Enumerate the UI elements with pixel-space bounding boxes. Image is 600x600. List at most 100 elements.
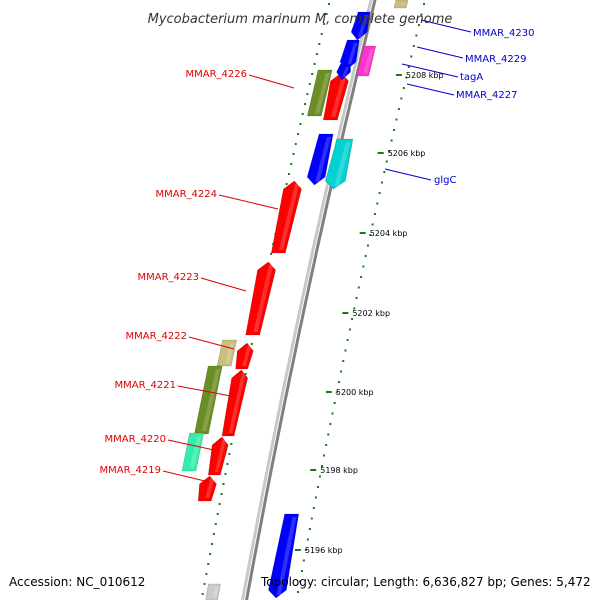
inner-ring-dot [335,391,338,394]
reverse-gene-label[interactable]: tagA [460,72,483,83]
forward-gene-label[interactable]: MMAR_4224 [156,189,218,200]
inner-ring-dot [314,496,317,499]
inner-ring-dot [376,202,379,205]
reverse-label-leader [384,168,432,181]
outer-ring-dot [301,113,304,115]
outer-ring-dot [207,563,210,565]
inner-ring-dot [397,108,400,110]
forward-label-leader [162,470,210,483]
outer-ring-dot [214,523,217,525]
inner-ring-dot [306,538,309,541]
olive-gene-block[interactable] [306,69,333,117]
tick-label: 5198 kbp [320,466,358,475]
outer-ring-dot [250,343,253,345]
tick-label: 5206 kbp [388,149,426,158]
khaki-gene-block[interactable] [393,0,409,9]
inner-ring-dot [342,360,345,362]
olive-gene-block[interactable] [194,365,223,435]
map-title: Mycobacterium marinum M, complete genome [148,12,453,27]
outer-ring-dot [313,63,316,65]
tick-marks: 5208 kbp 5206 kbp 5204 kbp 5202 kbp 5200 kbp… [294,71,444,555]
inner-ring-dot [366,244,369,247]
forward-gene-arrow[interactable] [197,475,217,502]
reverse-gene-arrow[interactable] [350,11,371,41]
tick-label: 5200 kbp [336,388,374,397]
inner-ring-dot [417,24,420,26]
forward-gene-label[interactable]: MMAR_4226 [186,69,248,80]
reverse-gene-arrow-shade [276,517,297,595]
outer-ring-dot [323,23,326,25]
reverse-gene-label[interactable]: MMAR_4229 [465,54,527,65]
grey-gene-block[interactable] [205,583,221,600]
tick-label: 5204 kbp [370,229,408,238]
outer-ring-dot [297,133,300,135]
inner-ring-dot [327,433,330,436]
reverse-gene-arrow[interactable] [336,63,351,81]
inner-ring-dot [302,559,305,562]
outer-ring-dot [209,553,212,555]
inner-ring-dot [415,34,418,37]
forward-gene-label[interactable]: MMAR_4223 [138,272,200,283]
forward-gene-label[interactable]: MMAR_4219 [100,465,162,476]
inner-ring-dot [346,339,349,341]
reverse-gene-label[interactable]: glgC [434,175,456,186]
outer-ring-dot [210,543,213,545]
outer-ring-dot [230,443,233,445]
inner-ring-dot [304,549,307,551]
outer-ring-dot [290,163,293,165]
label-leaders [162,19,472,483]
outer-ring-dot [292,153,295,155]
genome-backbone [245,0,377,600]
forward-label-leader [177,385,237,398]
outer-ring-dot [201,593,204,595]
reverse-gene-label[interactable]: MMAR_4227 [456,90,518,101]
forward-gene-arrow-shade [331,76,347,117]
magenta-gene-block[interactable] [356,45,377,77]
forward-gene-arrow[interactable] [207,436,229,476]
inner-ring-dot [410,55,413,58]
outer-ring-dot [318,43,321,45]
inner-ring-dot [395,118,398,121]
forward-gene-arrow[interactable] [245,261,276,336]
inner-ring-dot [325,444,328,446]
olive-gene-block-shade [202,369,221,431]
outer-ring-dot [315,53,318,55]
inner-dotted-ring [297,3,426,593]
olive-gene-block-shade [315,73,330,113]
inner-ring-dot [353,307,356,310]
outer-ring-dot [218,503,221,505]
inner-ring-dot [364,255,367,257]
forward-gene-label[interactable]: MMAR_4222 [126,331,188,342]
forward-gene-label[interactable]: MMAR_4221 [115,380,177,391]
forward-label-leader [200,277,247,292]
forward-gene-arrow[interactable] [322,72,349,121]
reverse-label-leader [416,46,464,59]
inner-ring-dot [360,276,363,278]
outer-ring-dot [222,483,225,485]
outer-ring-dot [320,33,323,35]
forward-gene-arrow[interactable] [235,342,254,370]
feature-labels: MMAR_4226 MMAR_4224 MMAR_4223 MMAR_4222 MMAR… [100,28,535,476]
khaki-gene-block[interactable] [216,339,237,367]
tick-label: 5202 kbp [352,309,390,318]
reverse-gene-arrow[interactable] [268,513,300,599]
forward-gene-label[interactable]: MMAR_4220 [105,434,167,445]
inner-ring-dot [390,139,393,142]
reverse-gene-arrow[interactable] [306,133,334,186]
topology-text: Topology: circular; Length: 6,636,827 bp… [260,575,591,589]
aqua-gene-block[interactable] [181,432,204,472]
outer-ring-dot [226,463,229,465]
forward-gene-arrow[interactable] [270,180,302,254]
reverse-gene-label[interactable]: MMAR_4230 [473,28,535,39]
inner-ring-dot [316,486,319,488]
forward-label-leader [248,74,295,89]
inner-ring-dot [369,234,372,236]
magenta-gene-block-shade [363,49,374,73]
outer-ring-dot [216,513,219,515]
outer-ring-dot [212,533,215,535]
forward-gene-arrow[interactable] [221,369,249,437]
outer-ring-dot [287,173,290,175]
tick-label: 5196 kbp [305,546,343,555]
reverse-gene-arrow[interactable] [324,138,354,190]
outer-ring-dot [306,93,309,95]
